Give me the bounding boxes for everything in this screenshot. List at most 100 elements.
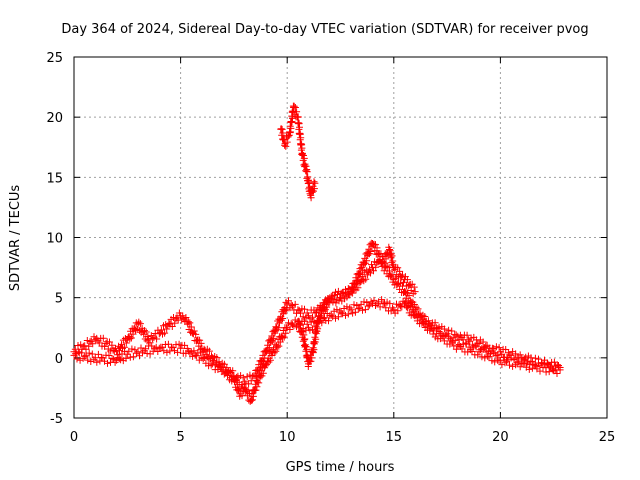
data-point-fill — [472, 343, 480, 351]
data-point-fill — [259, 369, 267, 377]
data-point-fill — [501, 359, 509, 367]
data-point-fill — [503, 357, 510, 365]
data-point-fill — [272, 347, 280, 355]
data-point-fill — [381, 259, 389, 267]
data-point-fill — [263, 357, 271, 365]
data-point-fill — [233, 381, 241, 389]
data-point — [475, 339, 483, 347]
data-point-fill — [232, 377, 240, 384]
data-point-fill — [425, 320, 433, 328]
data-point-fill — [182, 314, 190, 321]
data-point — [253, 378, 261, 386]
data-point-fill — [104, 359, 111, 367]
x-tick-label: 0 — [70, 430, 78, 445]
data-point-fill — [248, 396, 256, 404]
data-point-fill — [431, 319, 439, 327]
data-point-fill — [278, 125, 286, 133]
x-tick-label: 5 — [176, 430, 184, 445]
data-point-fill — [307, 194, 315, 202]
x-tick-label: 15 — [386, 430, 403, 445]
data-point-fill — [370, 267, 377, 275]
data-point — [145, 336, 153, 344]
data-point-fill — [372, 302, 379, 309]
data-point — [347, 306, 355, 314]
data-point — [91, 354, 99, 362]
data-point-fill — [115, 355, 123, 363]
data-point-fill — [84, 356, 92, 364]
data-point-fill — [73, 355, 81, 363]
data-point-fill — [516, 351, 524, 359]
data-point-fill — [184, 318, 192, 326]
data-point-fill — [478, 353, 486, 361]
data-point-fill — [320, 307, 328, 315]
data-point-fill — [382, 262, 390, 270]
x-tick-label: 25 — [599, 430, 616, 445]
data-point-fill — [81, 352, 89, 360]
data-point-fill — [286, 326, 294, 333]
data-point-fill — [78, 349, 86, 357]
data-point-fill — [528, 364, 536, 372]
data-point-fill — [129, 330, 137, 338]
data-point-fill — [75, 348, 83, 356]
data-point-fill — [397, 302, 404, 310]
data-point-fill — [386, 272, 394, 280]
data-point — [390, 306, 398, 314]
data-point-fill — [510, 355, 518, 363]
data-point — [326, 294, 334, 302]
data-point-fill — [531, 354, 539, 362]
data-point-fill — [270, 334, 278, 342]
data-point-fill — [474, 351, 482, 359]
y-tick-label: 20 — [46, 111, 63, 126]
data-point-fill — [309, 313, 316, 321]
data-point-fill — [301, 305, 308, 313]
data-point-fill — [192, 330, 200, 338]
data-point-fill — [157, 326, 165, 334]
data-point-fill — [419, 318, 427, 326]
data-point-fill — [274, 324, 282, 332]
data-point-fill — [394, 264, 402, 272]
data-point-fill — [169, 344, 177, 351]
data-point-fill — [171, 347, 178, 355]
data-point-fill — [509, 362, 517, 370]
data-point-fill — [318, 307, 326, 314]
data-point-fill — [187, 323, 195, 331]
data-point-fill — [555, 362, 562, 369]
data-point-fill — [279, 129, 287, 137]
data-point-fill — [239, 374, 247, 382]
data-point-fill — [279, 315, 286, 322]
data-point-fill — [316, 315, 324, 322]
data-point-fill — [234, 386, 242, 394]
data-point-fill — [392, 275, 400, 283]
data-point-fill — [321, 306, 329, 314]
data-point-fill — [344, 285, 352, 292]
data-point-fill — [186, 319, 194, 327]
data-point-fill — [206, 355, 214, 363]
data-point-fill — [310, 178, 318, 186]
data-point-fill — [207, 361, 215, 369]
data-point-fill — [105, 352, 113, 359]
data-point-fill — [360, 261, 368, 269]
axis-ticks: 0 5 10 15 20 25 -5 0 5 10 15 20 25 — [46, 51, 615, 445]
data-point-fill — [277, 316, 285, 324]
data-point-fill — [297, 309, 304, 317]
data-point-fill — [224, 372, 231, 379]
data-point-fill — [370, 296, 378, 304]
data-point-fill — [394, 280, 402, 288]
data-point-fill — [122, 354, 130, 362]
data-point-fill — [160, 347, 168, 355]
data-point-fill — [374, 251, 382, 258]
data-point-fill — [389, 304, 396, 312]
data-point-fill — [354, 276, 362, 284]
data-point-fill — [410, 283, 418, 291]
data-point-fill — [359, 306, 366, 314]
data-point-fill — [417, 313, 425, 321]
data-point-fill — [553, 370, 561, 377]
data-point-fill — [221, 366, 229, 374]
data-point-fill — [354, 305, 362, 313]
data-point-fill — [372, 263, 380, 271]
data-point — [311, 179, 319, 187]
data-point — [556, 366, 564, 374]
data-point-fill — [136, 320, 144, 328]
data-point-fill — [300, 154, 308, 162]
data-point-fill — [536, 367, 544, 375]
